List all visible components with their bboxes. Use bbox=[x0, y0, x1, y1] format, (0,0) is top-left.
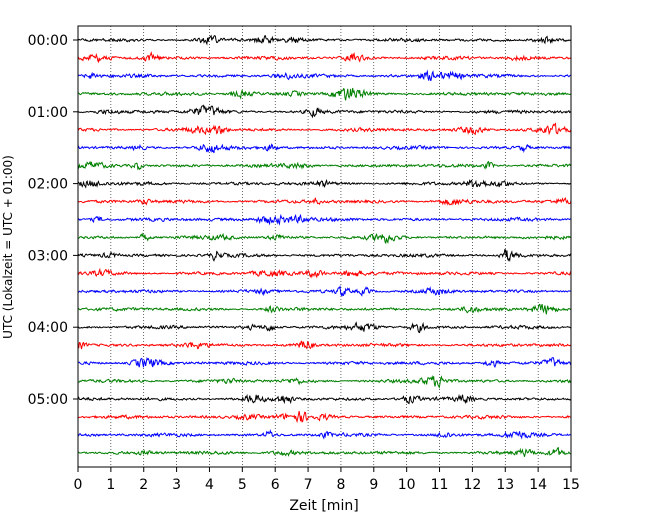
trace-row-20 bbox=[77, 393, 572, 405]
trace-row-16 bbox=[77, 321, 572, 334]
trace-row-4 bbox=[77, 104, 572, 119]
x-axis-title: Zeit [min] bbox=[289, 498, 358, 514]
trace-group bbox=[77, 34, 572, 457]
x-tick-label: 13 bbox=[496, 477, 514, 493]
trace-row-14 bbox=[77, 285, 572, 298]
trace-row-8 bbox=[77, 178, 572, 189]
trace-row-9 bbox=[77, 196, 572, 206]
x-tick-label: 6 bbox=[271, 477, 280, 493]
trace-row-12 bbox=[77, 248, 572, 263]
x-tick-label: 9 bbox=[369, 477, 378, 493]
x-tick-label: 10 bbox=[398, 477, 416, 493]
x-tick-label: 5 bbox=[238, 477, 247, 493]
x-axis: 0 1 2 3 4 5 6 7 8 9 10 11 12 13 14 15 bbox=[74, 467, 580, 493]
y-axis-title: UTC (Lokalzeit = UTC + 01:00) bbox=[1, 155, 15, 339]
trace-row-21 bbox=[77, 410, 572, 424]
y-axis: 00:00 01:00 02:00 03:00 04:00 05:00 bbox=[28, 33, 78, 408]
plot-frame bbox=[77, 25, 572, 468]
trace-row-0 bbox=[77, 34, 572, 46]
y-tick-label: 01:00 bbox=[28, 105, 68, 121]
x-tick-label: 8 bbox=[336, 477, 345, 493]
y-tick-label: 02:00 bbox=[28, 177, 68, 193]
x-tick-label: 0 bbox=[74, 477, 83, 493]
trace-row-17 bbox=[77, 340, 572, 350]
x-tick-label: 15 bbox=[562, 477, 580, 493]
trace-row-1 bbox=[77, 50, 572, 64]
y-tick-label: 00:00 bbox=[28, 33, 68, 49]
trace-row-11 bbox=[77, 232, 572, 245]
trace-row-18 bbox=[77, 356, 572, 369]
x-tick-label: 14 bbox=[529, 477, 547, 493]
trace-row-23 bbox=[77, 447, 572, 457]
y-tick-label: 03:00 bbox=[28, 248, 68, 264]
trace-row-13 bbox=[77, 267, 572, 279]
x-tick-label: 1 bbox=[106, 477, 115, 493]
trace-row-5 bbox=[77, 122, 572, 136]
x-tick-label: 7 bbox=[304, 477, 313, 493]
x-tick-label: 3 bbox=[172, 477, 181, 493]
trace-row-6 bbox=[77, 143, 572, 154]
x-tick-label: 12 bbox=[463, 477, 481, 493]
x-tick-label: 11 bbox=[431, 477, 449, 493]
x-tick-label: 4 bbox=[205, 477, 214, 493]
trace-row-22 bbox=[77, 429, 572, 440]
y-tick-label: 05:00 bbox=[28, 392, 68, 408]
trace-row-3 bbox=[77, 87, 572, 101]
trace-row-10 bbox=[77, 213, 572, 226]
trace-row-19 bbox=[77, 374, 572, 389]
trace-row-15 bbox=[77, 303, 572, 315]
trace-row-2 bbox=[77, 69, 572, 82]
x-tick-label: 2 bbox=[139, 477, 148, 493]
y-tick-label: 04:00 bbox=[28, 320, 68, 336]
trace-row-7 bbox=[77, 160, 572, 171]
